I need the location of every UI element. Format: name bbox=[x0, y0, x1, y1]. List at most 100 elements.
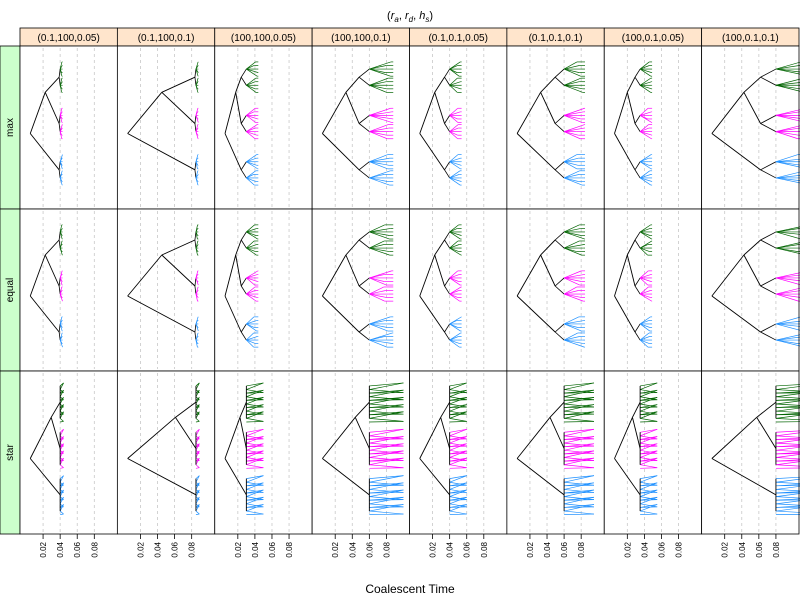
tree-tip bbox=[369, 482, 404, 490]
tree-branch bbox=[127, 295, 196, 333]
tree-tip bbox=[449, 496, 467, 505]
tree-tip bbox=[775, 510, 800, 513]
tree-tip bbox=[640, 320, 650, 325]
tree-tip bbox=[775, 391, 800, 394]
tree-tip bbox=[246, 482, 264, 487]
tree-tip bbox=[449, 339, 460, 348]
tree-branch bbox=[634, 277, 641, 287]
tree-branch bbox=[240, 115, 247, 124]
tree-tip bbox=[195, 85, 199, 93]
panel-bg bbox=[117, 209, 215, 371]
tree-tip bbox=[59, 389, 64, 393]
tree-tip bbox=[564, 482, 595, 487]
tree-tip bbox=[369, 467, 404, 469]
x-tick-label: 0.08 bbox=[577, 541, 586, 557]
tree-tip bbox=[640, 484, 658, 487]
tree-branch bbox=[345, 254, 360, 287]
tree-tip bbox=[564, 436, 595, 444]
tree-tip bbox=[775, 493, 800, 497]
tree-tip bbox=[59, 228, 63, 233]
column-strip-label: (0.1,100,0.1) bbox=[138, 33, 195, 44]
tree-branch bbox=[540, 76, 556, 93]
tree-branch bbox=[240, 123, 247, 132]
tree-branch bbox=[224, 295, 242, 333]
tree-tip bbox=[640, 389, 658, 394]
tree-branch bbox=[240, 76, 247, 86]
tree-branch bbox=[127, 92, 163, 134]
tree-branch bbox=[419, 295, 445, 333]
tree-tip bbox=[59, 403, 64, 408]
tree-branch bbox=[634, 169, 641, 179]
tree-tip bbox=[195, 320, 198, 325]
tree-tip bbox=[449, 411, 467, 419]
tree-tip bbox=[369, 442, 404, 447]
tree-branch bbox=[614, 417, 633, 459]
tree-tip bbox=[449, 228, 458, 233]
tree-tip bbox=[369, 339, 388, 348]
tree-tip bbox=[59, 442, 64, 447]
tree-tip bbox=[60, 421, 64, 423]
tree-tip bbox=[449, 61, 461, 70]
tree-tip bbox=[449, 336, 459, 341]
tree-tip bbox=[449, 450, 467, 458]
tree-tip bbox=[449, 107, 459, 116]
tree-tip bbox=[564, 457, 595, 462]
tree-tip bbox=[246, 449, 264, 454]
tree-tip bbox=[195, 339, 198, 348]
tree-tip bbox=[449, 339, 460, 344]
column-strip-label: (100,0.1,0.1) bbox=[722, 33, 779, 44]
tree-tip bbox=[246, 389, 264, 393]
tree-tip bbox=[564, 244, 585, 249]
tree-tip bbox=[640, 274, 652, 279]
tree-tip bbox=[59, 457, 64, 465]
tree-tip bbox=[775, 84, 800, 90]
x-tick-label: 0.06 bbox=[171, 541, 180, 557]
tree-branch bbox=[444, 239, 450, 249]
tree-tip bbox=[640, 482, 658, 490]
panel-bg bbox=[701, 46, 799, 209]
tree-branch bbox=[634, 161, 641, 171]
tree-tip bbox=[246, 382, 264, 387]
tree-tip bbox=[369, 452, 404, 455]
tree-branch bbox=[194, 285, 197, 295]
tree-branch bbox=[224, 254, 237, 297]
tree-branch bbox=[444, 161, 450, 171]
tree-branch bbox=[322, 254, 347, 297]
tree-tip bbox=[369, 396, 404, 401]
tree-tip bbox=[563, 61, 578, 70]
tree-tip bbox=[449, 499, 467, 501]
tree-tip bbox=[369, 247, 390, 256]
tree-branch bbox=[554, 231, 565, 241]
tree-tip bbox=[449, 240, 459, 249]
tree-branch bbox=[358, 231, 370, 241]
tree-tip bbox=[195, 497, 200, 505]
tree-tip bbox=[640, 496, 658, 505]
tree-tip bbox=[449, 413, 467, 416]
tree-branch bbox=[444, 323, 450, 333]
panel bbox=[409, 45, 508, 210]
panel-bg bbox=[20, 209, 118, 371]
tree-tip bbox=[195, 450, 200, 454]
tree-tip bbox=[369, 504, 404, 512]
tree-branch bbox=[444, 76, 450, 86]
tree-tip bbox=[563, 339, 585, 348]
tree-tip bbox=[564, 320, 585, 325]
x-tick-label: 0.04 bbox=[251, 541, 260, 557]
tree-tip bbox=[564, 157, 579, 163]
tree-tip bbox=[564, 68, 580, 73]
tree-tip bbox=[369, 404, 404, 412]
tree-tip bbox=[195, 489, 200, 497]
tree-tip bbox=[449, 396, 467, 401]
tree-tip bbox=[564, 65, 580, 70]
tree-branch bbox=[240, 277, 247, 287]
tree-tip bbox=[59, 510, 64, 515]
tree-tip bbox=[640, 421, 658, 423]
tree-tip bbox=[640, 68, 652, 73]
tree-tip bbox=[246, 323, 257, 332]
tree-branch bbox=[224, 458, 247, 496]
tree-tip bbox=[775, 452, 800, 455]
tree-tip bbox=[640, 436, 658, 444]
tree-tip bbox=[640, 436, 658, 440]
tree-branch bbox=[634, 285, 641, 295]
tree-branch bbox=[614, 458, 641, 496]
